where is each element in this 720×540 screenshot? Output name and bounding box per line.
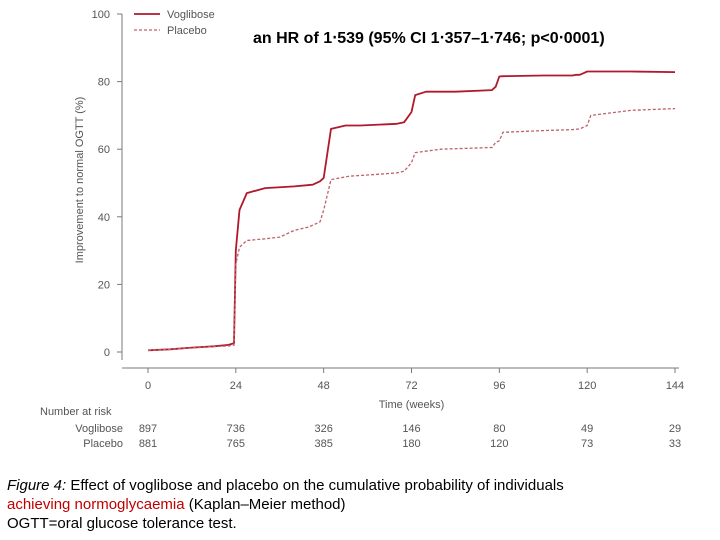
at-risk-value: 73 <box>581 438 593 450</box>
caption-line-1: Figure 4: Effect of voglibose and placeb… <box>7 476 713 495</box>
x-tick-label: 120 <box>578 380 596 392</box>
number-at-risk-table: Number at risk Voglibose 897 736 326 146 80 49 2… <box>40 406 681 450</box>
at-risk-value: 897 <box>139 423 157 435</box>
caption-line-3: OGTT=oral glucose tolerance test. <box>7 515 237 532</box>
at-risk-value: 49 <box>581 423 593 435</box>
at-risk-value: 765 <box>227 438 245 450</box>
x-axis-label: Time (weeks) <box>379 399 445 411</box>
caption-text-2: (Kaplan–Meier method) <box>184 496 346 513</box>
x-tick-label: 48 <box>318 380 330 392</box>
chart-series <box>147 70 676 352</box>
chart-axes: 0 20 40 60 80 100 Improvement to normal OGTT (… <box>74 9 684 411</box>
caption-text-1: Effect of voglibose and placebo on the c… <box>66 477 564 494</box>
y-tick-label: 80 <box>98 77 110 89</box>
y-tick-label: 100 <box>92 9 110 21</box>
series-line-placebo <box>147 107 676 351</box>
y-tick-label: 20 <box>98 279 110 291</box>
x-tick-label: 0 <box>145 380 151 392</box>
legend-label-voglibose: Voglibose <box>167 9 215 21</box>
caption-line-2: achieving normoglycaemia (Kaplan–Meier m… <box>7 495 713 514</box>
km-chart: 0 20 40 60 80 100 Improvement to normal OGTT (… <box>40 9 684 450</box>
at-risk-value: 385 <box>314 438 332 450</box>
at-risk-row-label: Voglibose <box>75 423 123 435</box>
at-risk-value: 29 <box>669 423 681 435</box>
at-risk-value: 180 <box>402 438 420 450</box>
y-tick-label: 40 <box>98 212 110 224</box>
at-risk-value: 736 <box>227 423 245 435</box>
at-risk-value: 146 <box>402 423 420 435</box>
x-tick-label: 24 <box>230 380 242 392</box>
at-risk-header: Number at risk <box>40 406 112 418</box>
at-risk-value: 33 <box>669 438 681 450</box>
at-risk-value: 80 <box>493 423 505 435</box>
legend-label-placebo: Placebo <box>167 25 207 37</box>
at-risk-value: 120 <box>490 438 508 450</box>
x-tick-label: 72 <box>405 380 417 392</box>
y-tick-label: 0 <box>104 347 110 359</box>
figure-caption: Figure 4: Effect of voglibose and placeb… <box>7 476 713 533</box>
y-axis-label: Improvement to normal OGTT (%) <box>74 97 86 264</box>
caption-highlight: achieving normoglycaemia <box>7 496 185 513</box>
x-tick-label: 96 <box>493 380 505 392</box>
at-risk-value: 881 <box>139 438 157 450</box>
at-risk-value: 326 <box>314 423 332 435</box>
series-line-voglibose <box>147 70 676 352</box>
x-tick-label: 144 <box>666 380 684 392</box>
at-risk-row-label: Placebo <box>83 438 123 450</box>
figure-label: Figure 4: <box>7 477 67 494</box>
chart-legend: Voglibose Placebo <box>134 9 215 37</box>
hazard-ratio-annotation: an HR of 1‧539 (95% CI 1‧357–1‧746; p<0‧… <box>253 30 605 47</box>
y-tick-label: 60 <box>98 144 110 156</box>
